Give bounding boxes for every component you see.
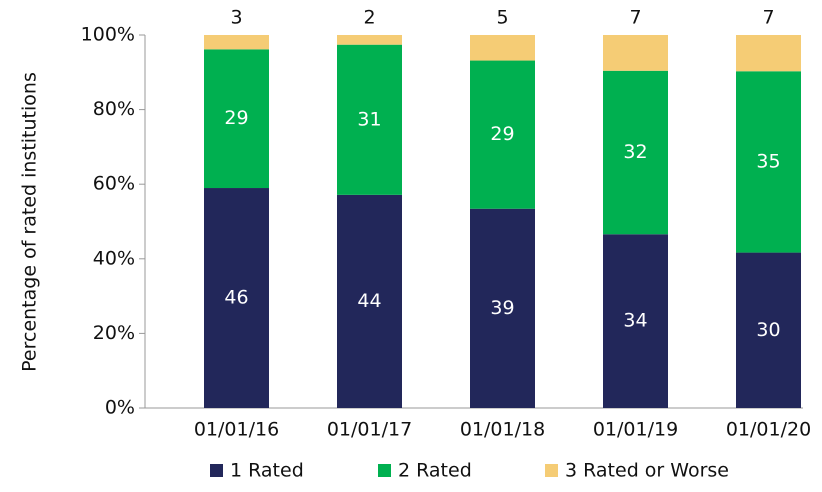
bar-segment (470, 208, 535, 408)
bar-segment (204, 49, 269, 189)
data-label: 29 (490, 123, 514, 145)
legend-label: 1 Rated (230, 460, 304, 482)
x-tick-label: 01/01/18 (460, 419, 545, 441)
data-label: 7 (629, 7, 641, 29)
data-label: 7 (762, 7, 774, 29)
data-label: 3 (230, 7, 242, 29)
bar-segment (736, 35, 801, 72)
data-label: 39 (490, 297, 514, 319)
x-tick-label: 01/01/16 (194, 419, 279, 441)
y-tick-label: 60% (93, 173, 135, 195)
bar-segment (736, 252, 801, 408)
y-tick-label: 100% (81, 24, 135, 46)
bar-segment (470, 60, 535, 209)
y-tick-label: 0% (105, 397, 135, 419)
legend-swatch (378, 464, 391, 477)
x-tick-label: 01/01/19 (593, 419, 678, 441)
y-tick-label: 20% (93, 322, 135, 344)
bar-segment (337, 35, 402, 45)
bar-segment (603, 70, 668, 235)
bar-segment (337, 194, 402, 408)
bar-segment (603, 234, 668, 408)
data-label: 44 (357, 290, 381, 312)
data-label: 29 (224, 107, 248, 129)
y-tick-label: 40% (93, 247, 135, 269)
bar-segment (337, 44, 402, 195)
x-tick-label: 01/01/20 (726, 419, 811, 441)
bar-segment (736, 71, 801, 253)
x-tick-label: 01/01/17 (327, 419, 412, 441)
data-label: 5 (496, 7, 508, 29)
bar-segment (603, 35, 668, 71)
data-label: 31 (357, 108, 381, 130)
legend-swatch (545, 464, 558, 477)
data-label: 32 (623, 141, 647, 163)
bar-segment (204, 188, 269, 408)
legend-label: 2 Rated (398, 460, 472, 482)
y-tick-label: 80% (93, 98, 135, 120)
legend-swatch (210, 464, 223, 477)
data-label: 30 (756, 319, 780, 341)
y-axis-label: Percentage of rated institutions (19, 72, 41, 372)
data-label: 35 (756, 150, 780, 172)
bar-segment (204, 35, 269, 50)
bar-segment (470, 35, 535, 61)
data-label: 34 (623, 310, 647, 332)
data-label: 46 (224, 287, 248, 309)
data-label: 2 (363, 7, 375, 29)
legend-label: 3 Rated or Worse (565, 460, 729, 482)
